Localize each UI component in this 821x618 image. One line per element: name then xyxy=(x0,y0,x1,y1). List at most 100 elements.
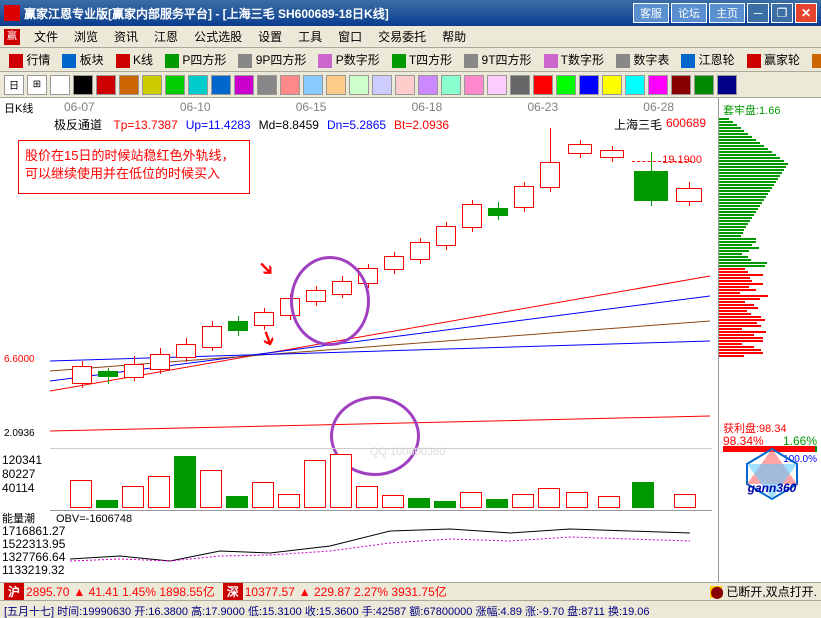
sz-index: 10377.57 xyxy=(245,585,295,599)
draw-tool-13[interactable] xyxy=(349,75,369,95)
price-line xyxy=(632,161,692,162)
menu-帮助[interactable]: 帮助 xyxy=(434,28,474,46)
conn-icon: ⬤ xyxy=(710,586,722,598)
draw-tool-6[interactable] xyxy=(188,75,208,95)
toolbar-P四方形[interactable]: P四方形 xyxy=(160,48,231,71)
draw-tool-17[interactable] xyxy=(441,75,461,95)
y-axis-label: 2.0936 xyxy=(4,428,35,439)
candle xyxy=(486,126,510,446)
volume-bar xyxy=(566,492,588,508)
highlight-circle xyxy=(290,256,370,346)
menu-设置[interactable]: 设置 xyxy=(250,28,290,46)
menu-浏览[interactable]: 浏览 xyxy=(66,28,106,46)
candle xyxy=(538,126,562,446)
toolbar-江恩轮[interactable]: 江恩轮 xyxy=(676,48,739,71)
volume-bar xyxy=(174,456,196,508)
draw-tool-25[interactable] xyxy=(625,75,645,95)
volume-bar xyxy=(96,500,118,508)
sz-tag: 深 xyxy=(223,582,243,600)
volume-bar xyxy=(598,496,620,508)
draw-tool-7[interactable] xyxy=(211,75,231,95)
trapped-label: 套牢盘:1.66 xyxy=(723,102,780,118)
toolbar-六角形[interactable]: 六角形 xyxy=(807,48,821,71)
draw-tool-4[interactable] xyxy=(142,75,162,95)
toolbar-9P四方形[interactable]: 9P四方形 xyxy=(233,48,311,71)
price-label: 19.1900 xyxy=(662,154,702,166)
draw-tool-3[interactable] xyxy=(119,75,139,95)
gann-logo: gann360 xyxy=(727,444,817,504)
minimize-button[interactable]: ─ xyxy=(747,3,769,23)
toolbar-9T四方形[interactable]: 9T四方形 xyxy=(459,48,536,71)
draw-tool-28[interactable] xyxy=(694,75,714,95)
draw-tool-18[interactable] xyxy=(464,75,484,95)
toolbar-K线[interactable]: K线 xyxy=(111,48,158,71)
forum-button[interactable]: 论坛 xyxy=(671,3,707,23)
menu-窗口[interactable]: 窗口 xyxy=(330,28,370,46)
obv-chart[interactable]: 能量潮 OBV=-1606748 1716861.271522313.95132… xyxy=(50,510,712,580)
menubar: 赢 文件浏览资讯江恩公式选股设置工具窗口交易委托帮助 xyxy=(0,26,821,48)
draw-tool-11[interactable] xyxy=(303,75,323,95)
toolbar-板块[interactable]: 板块 xyxy=(57,48,108,71)
volume-chart[interactable]: 1203418022740114 xyxy=(50,448,712,508)
volume-bar xyxy=(632,482,654,508)
draw-tool-24[interactable] xyxy=(602,75,622,95)
candle xyxy=(434,126,458,446)
draw-tool-5[interactable] xyxy=(165,75,185,95)
menu-公式选股[interactable]: 公式选股 xyxy=(186,28,250,46)
toolbar-赢家轮[interactable]: 赢家轮 xyxy=(742,48,805,71)
draw-tool-16[interactable] xyxy=(418,75,438,95)
draw-tool-9[interactable] xyxy=(257,75,277,95)
distribution-bars xyxy=(719,118,817,418)
draw-tool-12[interactable] xyxy=(326,75,346,95)
draw-tool-8[interactable] xyxy=(234,75,254,95)
candle xyxy=(226,126,250,446)
draw-tool-1[interactable] xyxy=(73,75,93,95)
tool-day-icon[interactable]: 日 xyxy=(4,75,24,95)
menu-资讯[interactable]: 资讯 xyxy=(106,28,146,46)
candle xyxy=(460,126,484,446)
volume-bar xyxy=(356,486,378,508)
toolbar-T数字形[interactable]: T数字形 xyxy=(539,48,609,71)
main-area: 日K线 06-0706-1006-1506-1806-2306-28 极反通道 … xyxy=(0,98,821,582)
draw-tool-15[interactable] xyxy=(395,75,415,95)
toolbar-T四方形[interactable]: T四方形 xyxy=(387,48,457,71)
draw-tool-19[interactable] xyxy=(487,75,507,95)
draw-tool-23[interactable] xyxy=(579,75,599,95)
draw-tool-21[interactable] xyxy=(533,75,553,95)
draw-tool-10[interactable] xyxy=(280,75,300,95)
toolbar-P数字形[interactable]: P数字形 xyxy=(313,48,384,71)
sh-tag: 沪 xyxy=(4,582,24,600)
sh-index: 2895.70 xyxy=(26,585,69,599)
menu-交易委托[interactable]: 交易委托 xyxy=(370,28,434,46)
sh-change: ▲ 41.41 1.45% 1898.55亿 xyxy=(73,583,214,600)
candle xyxy=(252,126,276,446)
toolbar-数字表[interactable]: 数字表 xyxy=(611,48,674,71)
chart-header: 06-0706-1006-1506-1806-2306-28 极反通道 Tp=1… xyxy=(0,98,718,126)
volume-bar xyxy=(408,498,430,508)
menu-江恩[interactable]: 江恩 xyxy=(146,28,186,46)
home-button[interactable]: 主页 xyxy=(709,3,745,23)
app-logo-icon: 赢 xyxy=(4,29,20,45)
toolbar-行情[interactable]: 行情 xyxy=(4,48,55,71)
candle xyxy=(632,126,670,446)
conn-status[interactable]: 已断开,双点打开. xyxy=(726,583,817,600)
candlestick-chart[interactable]: ➔➔ 19.1900 6.60002.0936 QQ:100800360 xyxy=(50,126,712,446)
volume-bar xyxy=(382,495,404,508)
menu-文件[interactable]: 文件 xyxy=(26,28,66,46)
draw-tool-26[interactable] xyxy=(648,75,668,95)
tool-icon[interactable]: ⊞ xyxy=(27,75,47,95)
draw-tool-27[interactable] xyxy=(671,75,691,95)
draw-tool-20[interactable] xyxy=(510,75,530,95)
maximize-button[interactable]: ❐ xyxy=(771,3,793,23)
draw-tool-14[interactable] xyxy=(372,75,392,95)
draw-tool-29[interactable] xyxy=(717,75,737,95)
side-panel: 套牢盘:1.66 获利盘:98.34 98.34% 1.66% 100.0% g… xyxy=(719,98,821,582)
close-button[interactable]: ✕ xyxy=(795,3,817,23)
draw-tool-22[interactable] xyxy=(556,75,576,95)
volume-bar xyxy=(226,496,248,508)
candle xyxy=(122,126,146,446)
draw-tool-2[interactable] xyxy=(96,75,116,95)
service-button[interactable]: 客服 xyxy=(633,3,669,23)
draw-tool-0[interactable] xyxy=(50,75,70,95)
menu-工具[interactable]: 工具 xyxy=(290,28,330,46)
